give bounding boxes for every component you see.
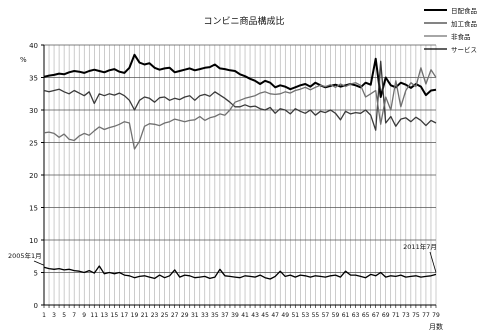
legend-label: 非食品 bbox=[451, 32, 471, 41]
x-tick-label: 37 bbox=[221, 312, 229, 319]
grid-layer bbox=[43, 44, 437, 305]
x-tick-label: 59 bbox=[332, 312, 340, 319]
legend-label: 加工食品 bbox=[451, 19, 477, 28]
series-line-service bbox=[43, 265, 437, 280]
x-axis-label: 月数 bbox=[429, 322, 443, 331]
x-tick-label: 61 bbox=[342, 312, 350, 319]
x-tick-label: 79 bbox=[432, 312, 440, 319]
x-tick-label: 9 bbox=[82, 312, 86, 319]
x-tick-label: 77 bbox=[422, 312, 430, 319]
x-tick-label: 55 bbox=[312, 312, 320, 319]
x-tick-label: 13 bbox=[100, 312, 108, 319]
x-tick-label: 43 bbox=[251, 312, 259, 319]
y-tick-label: 40 bbox=[29, 42, 38, 50]
x-tick-label: 65 bbox=[362, 312, 370, 319]
x-tick-label: 49 bbox=[281, 312, 289, 319]
x-tick-label: 11 bbox=[90, 312, 98, 319]
x-tick-label: 15 bbox=[111, 312, 119, 319]
x-tick-label: 25 bbox=[161, 312, 169, 319]
x-tick-label: 45 bbox=[261, 312, 269, 319]
x-tick-label: 19 bbox=[131, 312, 139, 319]
legend-label: サービス bbox=[451, 45, 477, 54]
series-line-non-food bbox=[43, 67, 437, 150]
x-tick-label: 53 bbox=[302, 312, 310, 319]
annotation-end-pointer bbox=[429, 251, 437, 273]
y-tick-label: 0 bbox=[34, 302, 38, 310]
series-line-daily-food bbox=[43, 53, 437, 98]
x-tick-label: 17 bbox=[121, 312, 129, 319]
annotation-start: 2005年1月 bbox=[8, 251, 42, 260]
x-tick-label: 33 bbox=[201, 312, 209, 319]
x-tick-label: 35 bbox=[211, 312, 219, 319]
x-tick-label: 41 bbox=[241, 312, 249, 319]
x-tick-label: 31 bbox=[191, 312, 199, 319]
annotation-end: 2011年7月 bbox=[403, 242, 437, 251]
x-tick-label: 67 bbox=[372, 312, 380, 319]
y-tick-label: 20 bbox=[29, 172, 38, 180]
series-line-processed-food bbox=[43, 60, 437, 131]
x-tick-label: 73 bbox=[402, 312, 410, 319]
x-tick-label: 69 bbox=[382, 312, 390, 319]
x-tick-label: 71 bbox=[392, 312, 400, 319]
x-tick-label: 57 bbox=[322, 312, 330, 319]
y-tick-label: 5 bbox=[34, 270, 38, 278]
x-tick-label: 27 bbox=[171, 312, 179, 319]
x-tick-label: 39 bbox=[231, 312, 239, 319]
x-tick-label: 63 bbox=[352, 312, 360, 319]
x-tick-label: 29 bbox=[181, 312, 189, 319]
x-tick-label: 21 bbox=[141, 312, 149, 319]
y-tick-label: 35 bbox=[29, 75, 38, 83]
x-tick-label: 5 bbox=[62, 312, 66, 319]
x-tick-label: 3 bbox=[52, 312, 56, 319]
legend-label: 日配食品 bbox=[451, 6, 477, 15]
y-tick-label: 10 bbox=[29, 237, 38, 245]
x-tick-label: 47 bbox=[271, 312, 279, 319]
x-tick-label: 1 bbox=[42, 312, 46, 319]
y-axis-label: % bbox=[20, 56, 27, 64]
y-tick-label: 25 bbox=[29, 140, 38, 148]
annotations: 2005年1月 2011年7月 bbox=[8, 242, 437, 273]
chart-title: コンビニ商品構成比 bbox=[203, 15, 284, 27]
annotation-start-pointer bbox=[33, 260, 45, 266]
series-layer bbox=[43, 53, 437, 280]
y-tick-label: 30 bbox=[29, 107, 38, 115]
x-tick-label: 75 bbox=[412, 312, 420, 319]
x-tick-label: 51 bbox=[291, 312, 299, 319]
y-tick-label: 15 bbox=[29, 205, 38, 213]
x-tick-label: 23 bbox=[151, 312, 159, 319]
x-tick-label: 7 bbox=[72, 312, 76, 319]
